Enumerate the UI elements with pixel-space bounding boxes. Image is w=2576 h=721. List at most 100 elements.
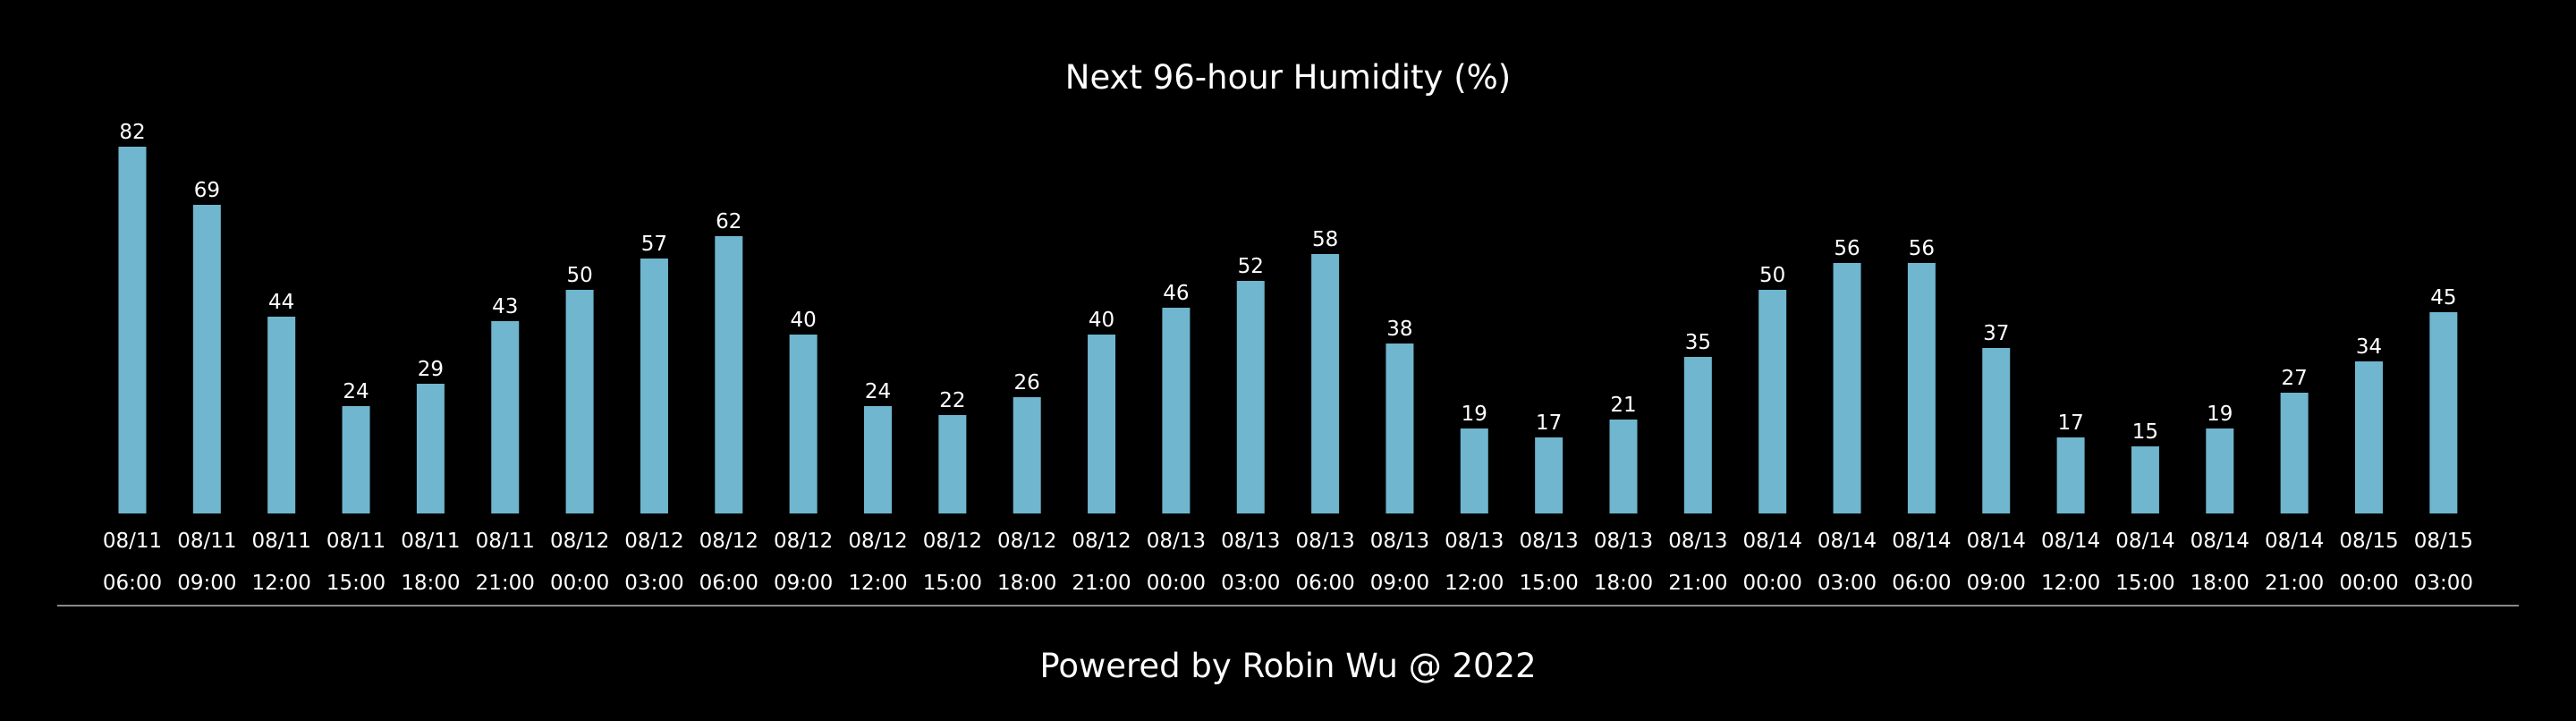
bar-21 [1609,420,1638,513]
x-tick-date-label: 08/14 [1967,530,2026,553]
x-tick-time-label: 18:00 [997,572,1056,595]
x-tick-date-label: 08/13 [1445,530,1504,553]
x-tick-date-label: 08/14 [2115,530,2174,553]
bar-8 [640,259,668,513]
bar-13 [1013,397,1041,513]
x-tick-date-label: 08/12 [848,530,907,553]
footer-credit: Powered by Robin Wu @ 2022 [1039,647,1536,685]
x-tick-time-label: 00:00 [1147,572,1206,595]
x-axis-tick-labels: 08/11 06:00 08/11 09:00 08/11 12:00 08/11 15:00… [103,530,2473,595]
x-tick-time-label: 21:00 [2265,572,2324,595]
x-tick-time-label: 03:00 [2414,572,2473,595]
bar-value-label: 82 [119,121,145,144]
x-tick-time-label: 03:00 [1818,572,1877,595]
x-tick-date-label: 08/14 [1743,530,1802,553]
x-tick-date-label: 08/12 [699,530,758,553]
x-tick-date-label: 08/11 [476,530,535,553]
bar-3 [267,317,296,513]
x-tick-date-label: 08/12 [624,530,683,553]
x-tick-time-label: 00:00 [550,572,609,595]
x-tick-date-label: 08/11 [103,530,162,553]
bar-24 [1833,263,1861,513]
x-tick-date-label: 08/13 [1147,530,1206,553]
x-tick-time-label: 15:00 [923,572,982,595]
bar-15 [1162,308,1191,513]
bar-value-label: 24 [865,380,891,403]
x-tick-time-label: 15:00 [2115,572,2174,595]
x-tick-date-label: 08/14 [2190,530,2250,553]
bar-16 [1236,281,1265,513]
x-tick-date-label: 08/11 [401,530,460,553]
x-tick-date-label: 08/11 [252,530,311,553]
bar-value-label: 69 [194,179,220,202]
bar-20 [1535,437,1563,513]
bar-14 [1088,335,1116,513]
bar-value-label: 17 [2057,411,2083,435]
bar-value-label: 19 [2207,403,2233,426]
x-tick-date-label: 08/13 [1668,530,1727,553]
bar-11 [864,406,892,513]
bar-2 [192,205,221,513]
x-tick-time-label: 12:00 [848,572,907,595]
x-tick-time-label: 03:00 [1221,572,1280,595]
bar-value-label: 24 [343,380,369,403]
x-tick-time-label: 09:00 [1967,572,2026,595]
chart-title: Next 96-hour Humidity (%) [1065,58,1511,97]
bar-6 [491,321,520,513]
x-tick-time-label: 09:00 [177,572,236,595]
x-tick-date-label: 08/13 [1594,530,1653,553]
x-tick-time-label: 00:00 [2339,572,2398,595]
bar-value-label: 19 [1462,403,1487,426]
x-tick-time-label: 06:00 [103,572,162,595]
x-tick-date-label: 08/13 [1221,530,1280,553]
x-tick-time-label: 06:00 [1295,572,1354,595]
bar-22 [1683,357,1712,513]
bar-28 [2131,446,2159,513]
x-tick-time-label: 09:00 [774,572,833,595]
bar-18 [1385,344,1414,513]
bar-17 [1311,254,1340,513]
x-tick-time-label: 18:00 [401,572,460,595]
bar-value-label: 15 [2132,420,2158,444]
x-tick-time-label: 12:00 [1445,572,1504,595]
x-tick-time-label: 21:00 [1668,572,1727,595]
x-tick-date-label: 08/12 [923,530,982,553]
bar-value-label: 27 [2282,367,2308,390]
x-tick-date-label: 08/14 [2265,530,2324,553]
bar-4 [342,406,370,513]
x-tick-date-label: 08/14 [1892,530,1951,553]
bar-values-layer: 82 69 44 24 29 43 50 57 62 40 24 22 26 40 46 52 58 38 19 17… [119,121,2456,444]
bar-value-label: 40 [1089,309,1114,332]
bar-value-label: 44 [268,291,294,314]
x-tick-date-label: 08/12 [774,530,833,553]
bar-value-label: 62 [716,210,741,233]
x-tick-time-label: 18:00 [2190,572,2250,595]
bar-value-label: 17 [1536,411,1562,435]
bar-value-label: 21 [1610,394,1636,417]
x-tick-time-label: 21:00 [476,572,535,595]
bar-value-label: 38 [1386,318,1412,341]
bar-value-label: 29 [418,358,444,381]
x-tick-date-label: 08/14 [1818,530,1877,553]
bar-value-label: 58 [1312,228,1338,251]
bar-30 [2280,393,2309,513]
x-tick-date-label: 08/15 [2414,530,2473,553]
x-tick-date-label: 08/12 [997,530,1056,553]
bar-26 [1982,348,2011,513]
bar-27 [2056,437,2085,513]
bar-value-label: 40 [791,309,817,332]
bar-value-label: 26 [1014,371,1040,394]
x-tick-date-label: 08/13 [1370,530,1429,553]
bar-23 [1758,290,1787,513]
bar-value-label: 52 [1238,255,1264,278]
x-tick-date-label: 08/12 [550,530,609,553]
x-tick-time-label: 06:00 [699,572,758,595]
x-tick-time-label: 09:00 [1370,572,1429,595]
bar-value-label: 45 [2430,286,2456,310]
bar-value-label: 22 [939,389,965,412]
bar-value-label: 35 [1685,331,1711,354]
x-tick-date-label: 08/13 [1520,530,1579,553]
bar-value-label: 43 [492,295,518,318]
x-tick-date-label: 08/13 [1295,530,1354,553]
